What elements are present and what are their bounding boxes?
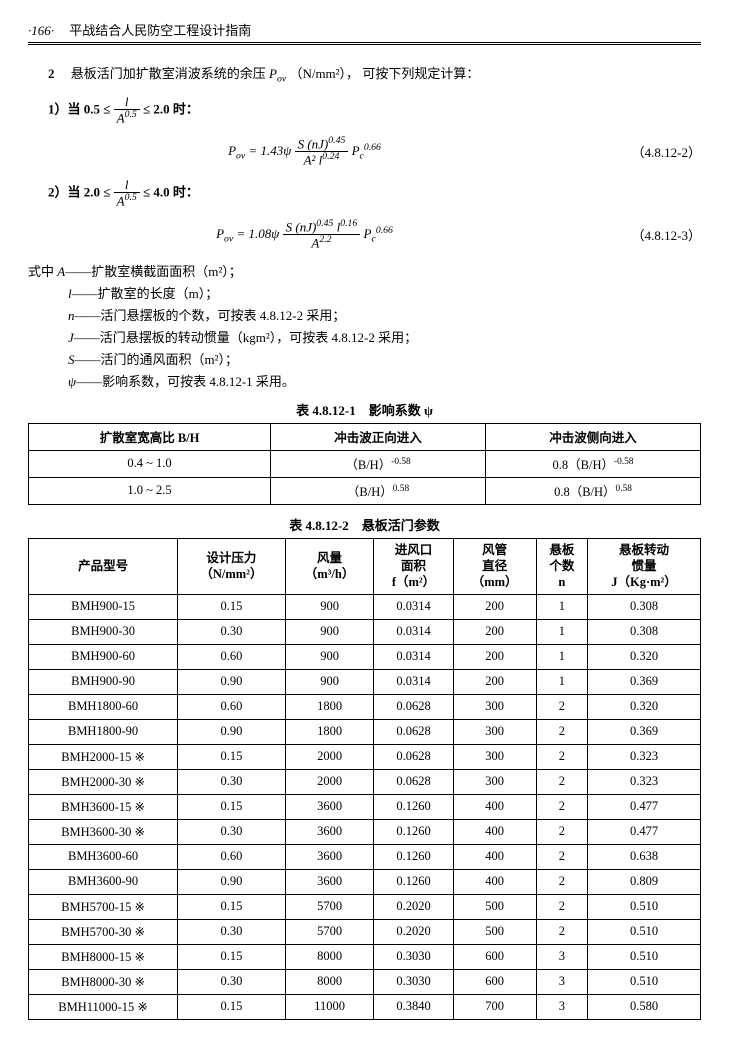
table-row: BMH1800-600.6018000.062830020.320 — [29, 694, 701, 719]
table-row: BMH900-150.159000.031420010.308 — [29, 594, 701, 619]
t2-header: 进风口面积f（m²） — [374, 538, 453, 594]
table-row: 0.4 ~ 1.0 （B/H）-0.58 0.8（B/H）-0.58 — [29, 450, 701, 477]
table-2: 产品型号设计压力（N/mm²）风量（m³/h）进风口面积f（m²）风管直径（mm… — [28, 538, 701, 1020]
table2-title: 表 4.8.12-2 悬板活门参数 — [28, 515, 701, 534]
t2-header: 设计压力（N/mm²） — [178, 538, 286, 594]
table1-title: 表 4.8.12-1 影响系数 ψ — [28, 400, 701, 419]
formula-1-ref: （4.8.12-2） — [581, 142, 701, 161]
table-row: BMH8000-15 ※0.1580000.303060030.510 — [29, 944, 701, 969]
formula-1: Pov = 1.43ψ S (nJ)0.45 A² l0.24 Pc0.66 （… — [28, 136, 701, 168]
t2-header: 产品型号 — [29, 538, 178, 594]
t1-h1: 冲击波正向进入 — [271, 423, 486, 450]
table-1: 扩散室宽高比 B/H 冲击波正向进入 冲击波侧向进入 0.4 ~ 1.0 （B/… — [28, 423, 701, 505]
formula-2-ref: （4.8.12-3） — [581, 225, 701, 244]
table-row: BMH900-900.909000.031420010.369 — [29, 669, 701, 694]
where-block: 式中 A——扩散室横截面面积（m²）； l——扩散室的长度（m）； n——活门悬… — [28, 261, 701, 390]
page-number: ·166· — [28, 23, 54, 38]
table-row: BMH3600-900.9036000.126040020.809 — [29, 869, 701, 894]
t1-h2: 冲击波侧向进入 — [486, 423, 701, 450]
table-row: BMH1800-900.9018000.062830020.369 — [29, 719, 701, 744]
table-row: BMH2000-30 ※0.3020000.062830020.323 — [29, 769, 701, 794]
condition-2: 2）当 2.0 ≤ lA0.5 ≤ 4.0 时： — [48, 178, 701, 209]
table-row: BMH900-300.309000.031420010.308 — [29, 619, 701, 644]
t2-header: 风管直径（mm） — [453, 538, 536, 594]
table-row: BMH8000-30 ※0.3080000.303060030.510 — [29, 969, 701, 994]
table-row: BMH2000-15 ※0.1520000.062830020.323 — [29, 744, 701, 769]
table-row: 1.0 ~ 2.5 （B/H）0.58 0.8（B/H）0.58 — [29, 477, 701, 504]
condition-1: 1）当 0.5 ≤ lA0.5 ≤ 2.0 时： — [48, 95, 701, 126]
t2-header: 悬板转动惯量J（Kg·m²） — [588, 538, 701, 594]
section-heading: 2 悬板活门加扩散室消波系统的余压 Pov （N/mm²）， 可按下列规定计算： — [48, 63, 701, 85]
header-title: 平战结合人民防空工程设计指南 — [69, 23, 251, 38]
t2-header: 悬板个数n — [536, 538, 587, 594]
t1-h0: 扩散室宽高比 B/H — [29, 423, 271, 450]
table-row: BMH5700-15 ※0.1557000.202050020.510 — [29, 894, 701, 919]
table-row: BMH3600-15 ※0.1536000.126040020.477 — [29, 794, 701, 819]
table-row: BMH5700-30 ※0.3057000.202050020.510 — [29, 919, 701, 944]
table-row: BMH900-600.609000.031420010.320 — [29, 644, 701, 669]
table-row: BMH11000-15 ※0.15110000.384070030.580 — [29, 994, 701, 1019]
table-row: BMH3600-600.6036000.126040020.638 — [29, 844, 701, 869]
table-row: BMH3600-30 ※0.3036000.126040020.477 — [29, 819, 701, 844]
t2-header: 风量（m³/h） — [285, 538, 374, 594]
page-header: ·166· 平战结合人民防空工程设计指南 — [28, 20, 701, 45]
formula-2: Pov = 1.08ψ S (nJ)0.45 l0.16 A2.2 Pc0.66… — [28, 219, 701, 251]
